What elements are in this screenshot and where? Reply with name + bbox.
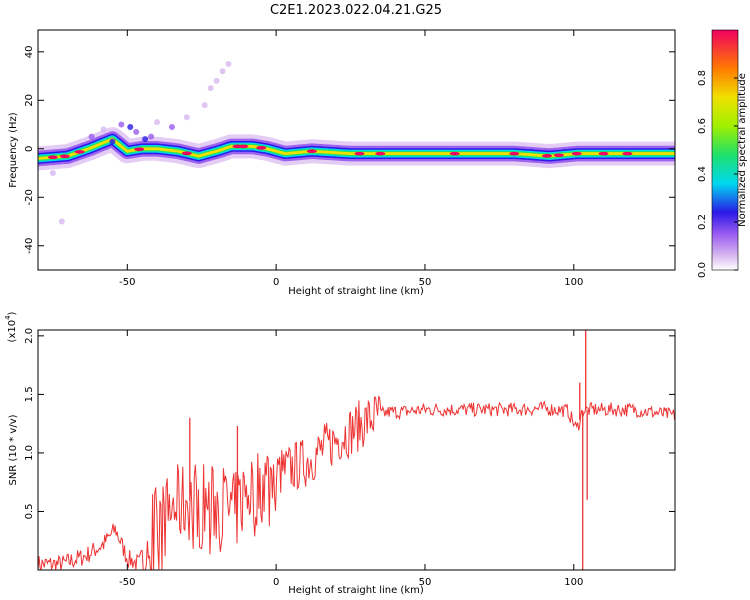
spectrogram-peak — [553, 153, 564, 158]
snr-y-ticks: 0.5 1.0 1.5 2.0 — [24, 328, 675, 520]
snr-multiplier-base: (x10 — [7, 320, 18, 343]
colorbar-tick-label: 0.8 — [697, 70, 708, 86]
snr-x-tick-label: 100 — [564, 577, 583, 588]
spectrogram-noise-blob — [183, 114, 190, 121]
snr-panel: -50 0 50 100 0.5 1.0 1.5 2.0 Height of straigh… — [4, 311, 676, 596]
snr-x-tick-label: -50 — [119, 577, 135, 588]
spectrogram-noise-blob — [207, 85, 214, 92]
spectrogram-peak — [509, 151, 520, 156]
spectrogram-noise-blob — [219, 68, 226, 75]
spectrogram-peak — [354, 151, 365, 156]
spectrogram-frame — [37, 29, 676, 271]
spectrogram-x-axis-label: Height of straight line (km) — [288, 286, 424, 297]
spectrogram-noise-blob — [49, 170, 56, 177]
svg-text:(x104): (x104) — [4, 311, 18, 342]
spectrogram-y-tick-label: 20 — [24, 94, 35, 107]
spectrogram-noise-blob — [109, 138, 116, 145]
snr-multiplier-close: ) — [7, 311, 18, 315]
spectrogram-x-tick-label: 50 — [419, 277, 432, 288]
spectrogram-peak — [598, 151, 609, 156]
spectrogram-y-tick-label: 40 — [24, 45, 35, 58]
spectrogram-y-tick-label: 0 — [24, 146, 35, 152]
spectrogram-peak — [59, 154, 70, 159]
spectrogram-peak — [256, 146, 267, 150]
spectrogram-x-tick-label: 100 — [564, 277, 583, 288]
snr-x-tick-label: 50 — [419, 577, 432, 588]
snr-y-tick-label: 2.0 — [24, 328, 35, 344]
spectrogram-peak — [571, 151, 582, 156]
spectrogram-noise-blob — [168, 123, 175, 130]
colorbar-ticks: 0.0 0.2 0.4 0.6 0.8 — [697, 70, 738, 278]
spectrogram-peak — [542, 154, 553, 158]
spectrogram-noise-blob — [148, 133, 155, 140]
snr-x-ticks: -50 0 50 100 — [119, 330, 583, 588]
colorbar-label: Normalized spectral amplitude — [737, 73, 748, 227]
spectrogram-peak — [74, 150, 85, 154]
colorbar-tick-label: 0.6 — [697, 118, 708, 134]
spectrogram-noise-blob — [133, 128, 140, 135]
spectrogram-peak — [238, 144, 249, 149]
snr-series-line — [38, 395, 675, 570]
spectrogram-peak — [134, 147, 145, 152]
spectrogram-noise-blob — [201, 102, 208, 109]
spectrogram-y-tick-label: -40 — [24, 238, 35, 254]
colorbar: 0.0 0.2 0.4 0.6 0.8 Normalized spectral ampl… — [697, 29, 748, 278]
spectrogram-peak — [306, 149, 317, 154]
snr-y-axis-label: SNR (10 * v/v) — [8, 414, 19, 485]
spectrogram-noise-blob — [142, 136, 149, 143]
colorbar-scale — [711, 29, 739, 271]
spectrogram-noise-blob — [225, 60, 232, 67]
spectrogram-peak — [375, 151, 386, 156]
colorbar-tick-label: 0.0 — [697, 262, 708, 278]
snr-x-axis-label: Height of straight line (km) — [288, 585, 424, 596]
spectrogram-panel: -50 0 50 100 -40 -20 0 20 40 Height of straight… — [8, 29, 676, 297]
colorbar-tick-label: 0.2 — [697, 214, 708, 230]
spectrogram-x-tick-label: -50 — [119, 277, 135, 288]
spectrogram-peak — [47, 155, 58, 160]
spectrogram-noise-blob — [118, 121, 125, 128]
spectrogram-peak — [449, 151, 460, 156]
snr-plot-area — [38, 330, 675, 570]
spectrogram-heatmap — [38, 60, 675, 225]
spectrogram-noise-blob — [100, 126, 107, 133]
spectrogram-x-tick-label: 0 — [273, 277, 279, 288]
spectrogram-y-tick-label: -20 — [24, 189, 35, 205]
spectrogram-noise-blob — [58, 218, 65, 225]
snr-y-tick-label: 0.5 — [24, 504, 35, 520]
spectrogram-noise-blob — [88, 133, 95, 140]
spectrogram-peak — [622, 151, 633, 156]
snr-frame — [37, 329, 676, 571]
snr-multiplier: (x104) — [4, 311, 18, 342]
spectrogram-noise-blob — [213, 77, 220, 84]
snr-x-tick-label: 0 — [273, 577, 279, 588]
spectrogram-x-ticks: -50 0 50 100 — [119, 30, 583, 288]
spectrogram-y-axis-label: Frequency (Hz) — [8, 112, 19, 188]
spectrogram-noise-blob — [127, 123, 134, 130]
spectrogram-peak — [181, 151, 192, 156]
figure-title: C2E1.2023.022.04.21.G25 — [270, 3, 442, 18]
colorbar-tick-label: 0.4 — [697, 166, 708, 182]
snr-y-tick-label: 1.5 — [24, 386, 35, 402]
spectrogram-noise-blob — [154, 119, 161, 126]
snr-multiplier-exp: 4 — [4, 315, 12, 320]
spectrogram-y-ticks: -40 -20 0 20 40 — [24, 45, 675, 254]
snr-y-tick-label: 1.0 — [24, 445, 35, 461]
